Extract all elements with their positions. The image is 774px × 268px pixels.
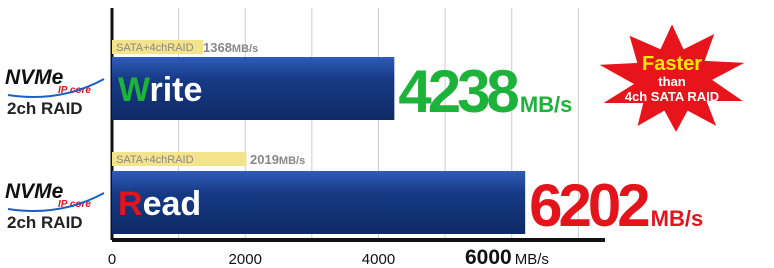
annotation: 4ch SATA RAID xyxy=(625,89,719,104)
chart: 0200040006000MB/sNVMeIP core2ch RAIDSATA… xyxy=(0,0,774,268)
value-number: 2019 xyxy=(250,152,279,167)
category-initial: W xyxy=(118,71,151,109)
row-brand: NVMe xyxy=(5,66,64,89)
category-rest: ead xyxy=(143,185,202,223)
value-number: 1368 xyxy=(203,40,232,55)
x-tick-label: 4000 xyxy=(362,251,395,268)
annotation: Faster xyxy=(642,53,702,75)
row-text: 2ch RAID xyxy=(7,99,83,118)
value-number: 4238 xyxy=(398,58,518,125)
value-label: 2019MB/s xyxy=(250,152,305,167)
x-tick-label: 0 xyxy=(108,251,116,268)
value-unit: MB/s xyxy=(232,43,258,55)
x-tick-label: 2000 xyxy=(229,251,262,268)
annotation: than xyxy=(658,74,686,89)
value-unit: MB/s xyxy=(520,92,573,117)
value-number: 6202 xyxy=(529,172,648,239)
x-tick-label: 6000 xyxy=(465,246,512,268)
series-label: SATA+4chRAID xyxy=(116,42,194,54)
row-brand: NVMe xyxy=(5,180,64,203)
category-initial: R xyxy=(118,185,143,223)
value-unit: MB/s xyxy=(651,206,704,231)
category-rest: rite xyxy=(149,71,202,109)
value-label: 1368MB/s xyxy=(203,40,258,55)
category-label: Write xyxy=(118,71,202,109)
series-label: SATA+4chRAID xyxy=(116,154,194,166)
category-label: Read xyxy=(118,185,201,223)
value-unit: MB/s xyxy=(279,155,305,167)
x-axis-unit: MB/s xyxy=(515,251,549,268)
row-text: 2ch RAID xyxy=(7,213,83,232)
